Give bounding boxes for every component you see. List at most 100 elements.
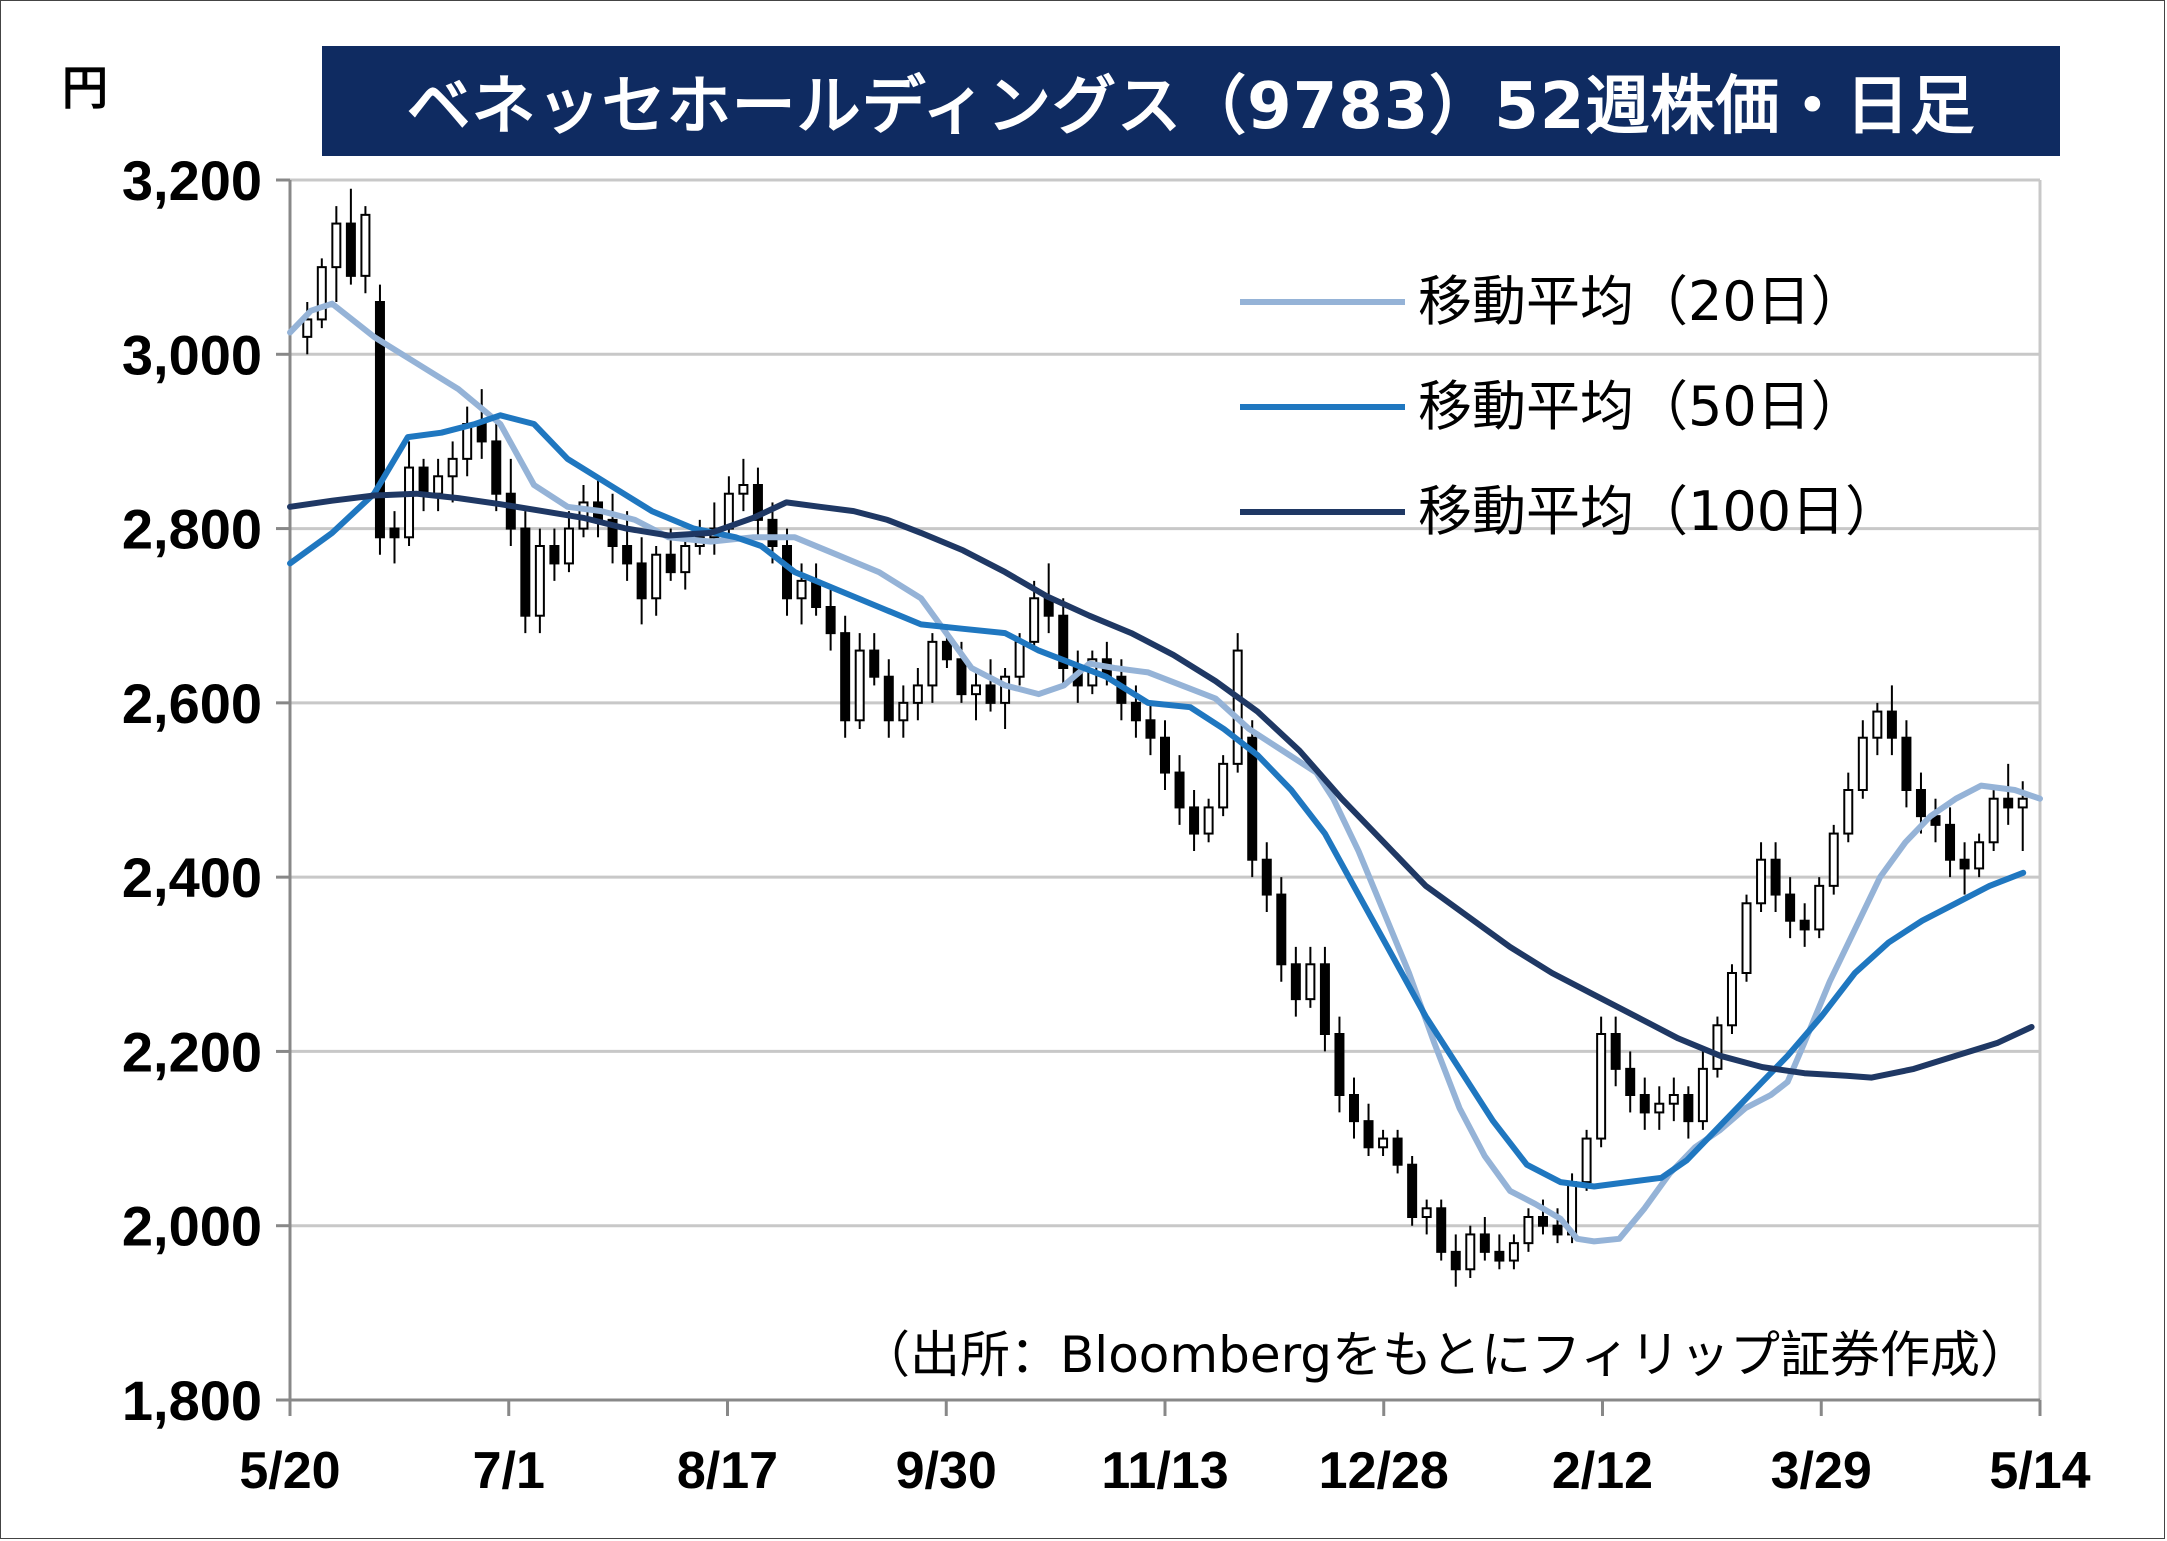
candle-body: [1058, 614, 1069, 670]
candle-body: [956, 658, 967, 696]
candle-body: [1029, 597, 1040, 643]
x-tick-label: 5/14: [1989, 1442, 2090, 1500]
candle-body: [1770, 858, 1781, 896]
y-tick-label: 2,400: [122, 846, 262, 909]
legend-label: 移動平均（20日）: [1418, 270, 1865, 333]
candle-body: [491, 440, 502, 495]
candle-body: [1988, 797, 1999, 844]
candle-body: [534, 545, 545, 617]
candle-body: [563, 527, 574, 565]
candle-body: [796, 579, 807, 600]
moving-average-line-ma50: [287, 412, 2027, 1190]
candle-body: [1130, 701, 1141, 722]
candle-body: [1174, 771, 1185, 809]
candle-body: [1247, 736, 1258, 861]
x-tick-label: 7/1: [473, 1442, 545, 1500]
candle-body: [1436, 1207, 1447, 1253]
candle-body: [1261, 858, 1272, 896]
y-tick-label: 2,200: [122, 1020, 262, 1083]
candle-body: [1348, 1094, 1359, 1123]
candle-body: [1189, 806, 1200, 835]
candle-body: [1014, 640, 1025, 678]
chart-title: ベネッセホールディングス（9783）52週株価・日足: [322, 46, 2060, 156]
candle-body: [927, 640, 938, 687]
candle-body: [971, 684, 982, 696]
candle-body: [883, 675, 894, 722]
candle-body: [1334, 1033, 1345, 1096]
candle-body: [898, 701, 909, 722]
candle-body: [1814, 884, 1825, 931]
candle-body: [912, 684, 923, 704]
candle-body: [2003, 797, 2014, 809]
y-axis: 3,200 3,000 2,800 2,600 2,400 2,200 2,000 1,800: [122, 149, 2042, 1432]
x-tick-label: 8/17: [677, 1442, 778, 1500]
moving-average-lines: [287, 300, 2043, 1245]
candle-body: [1421, 1207, 1432, 1219]
candle-body: [1145, 719, 1156, 739]
candle-body: [680, 545, 691, 574]
candle-body: [1319, 963, 1330, 1035]
x-axis: 5/20 7/1 8/17 9/30 11/13 12/28 2/12 3/29 5/14: [239, 1398, 2091, 1500]
candle-body: [505, 492, 516, 530]
candle-body: [1378, 1137, 1389, 1149]
y-tick-label: 2,000: [122, 1195, 262, 1258]
y-tick-label: 2,600: [122, 672, 262, 735]
candle-body: [752, 484, 763, 521]
candle-body: [622, 545, 633, 565]
candle-body: [1160, 736, 1170, 774]
candle-body: [520, 527, 531, 617]
candle-body: [360, 213, 371, 277]
candle-body: [316, 266, 327, 321]
candle-body: [1712, 1024, 1723, 1070]
y-tick-label: 3,200: [122, 149, 262, 212]
candle-body: [1508, 1242, 1519, 1262]
chart-title-text: ベネッセホールディングス（9783）52週株価・日足: [406, 70, 1976, 144]
candle-body: [607, 518, 618, 547]
x-tick-label: 12/28: [1319, 1442, 1449, 1500]
candle-body: [1203, 806, 1214, 835]
candle-body: [651, 553, 662, 600]
y-tick-label: 3,000: [122, 323, 262, 386]
candle-body: [1945, 823, 1956, 861]
candle-body: [636, 562, 647, 600]
candle-body: [374, 301, 385, 539]
candlestick-series: [302, 188, 2028, 1287]
moving-average-line-ma100: [287, 490, 2035, 1081]
candle-body: [1654, 1102, 1665, 1114]
candle-body: [1915, 789, 1926, 818]
candle-body: [1668, 1094, 1679, 1105]
x-tick-label: 9/30: [896, 1442, 997, 1500]
legend: 移動平均（20日） 移動平均（50日） 移動平均（100日）: [1240, 270, 1899, 543]
candle-body: [1363, 1120, 1374, 1149]
x-tick-label: 11/13: [1101, 1442, 1228, 1500]
candle-body: [1479, 1233, 1490, 1253]
candle-body: [1683, 1094, 1694, 1123]
candle-body: [1959, 858, 1970, 870]
candle-body: [738, 484, 749, 495]
legend-label: 移動平均（100日）: [1418, 480, 1899, 543]
candle-body: [854, 649, 865, 722]
candle-body: [1596, 1033, 1607, 1140]
candle-body: [840, 632, 851, 722]
candle-body: [1886, 710, 1897, 739]
candle-body: [1465, 1233, 1476, 1271]
candle-body: [1741, 902, 1752, 974]
candle-body: [1843, 789, 1854, 835]
candle-body: [1450, 1250, 1461, 1271]
candle-body: [1639, 1094, 1650, 1114]
candle-body: [1305, 963, 1316, 1001]
x-tick-label: 3/29: [1771, 1442, 1872, 1500]
candle-body: [1785, 893, 1796, 922]
legend-label: 移動平均（50日）: [1418, 375, 1865, 438]
candle-body: [1523, 1216, 1534, 1245]
candle-body: [1000, 675, 1011, 704]
candle-body: [825, 606, 836, 635]
y-tick-label: 1,800: [122, 1369, 262, 1432]
x-tick-label: 5/20: [239, 1442, 340, 1500]
candle-body: [345, 222, 356, 277]
candle-body: [1537, 1216, 1548, 1227]
candle-body: [1552, 1224, 1563, 1236]
candle-body: [1697, 1067, 1708, 1123]
x-tick-label: 2/12: [1552, 1442, 1653, 1500]
